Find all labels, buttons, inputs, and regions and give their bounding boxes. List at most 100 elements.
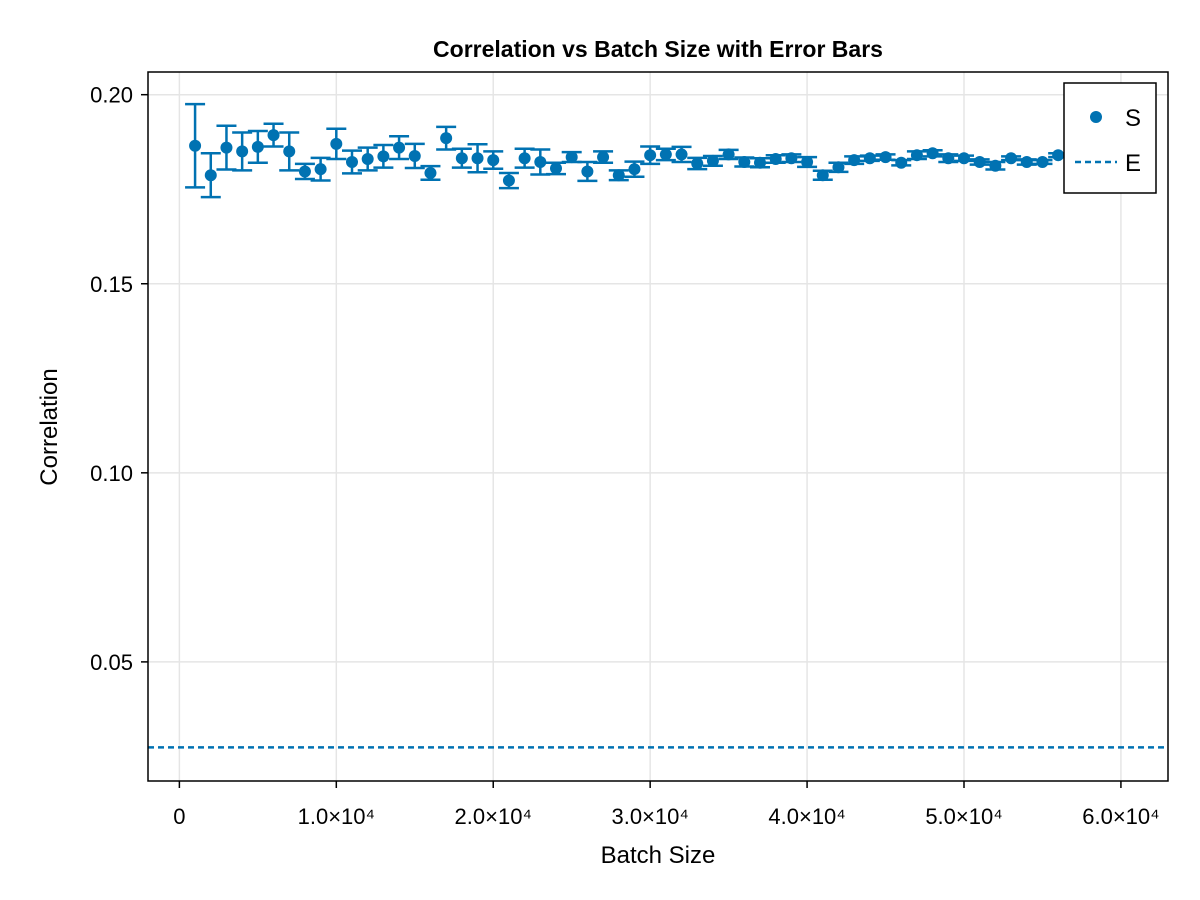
data-point bbox=[706, 154, 719, 167]
data-point bbox=[534, 155, 547, 168]
data-point-group bbox=[781, 152, 802, 165]
data-point bbox=[675, 148, 688, 161]
x-axis: 0 1.0×10⁴ 2.0×10⁴ 3.0×10⁴ 4.0×10⁴ 5.0×10⁴ 6.0×… bbox=[173, 781, 1160, 829]
data-point bbox=[408, 149, 421, 162]
data-point bbox=[910, 149, 923, 162]
data-point bbox=[659, 148, 672, 161]
data-point-group bbox=[514, 147, 535, 169]
data-point-group bbox=[954, 152, 974, 165]
data-point bbox=[236, 145, 249, 158]
legend-label-s: S bbox=[1125, 105, 1141, 132]
data-point-group bbox=[671, 145, 692, 164]
data-point-group bbox=[1032, 155, 1053, 168]
data-point-group bbox=[357, 146, 378, 172]
data-point bbox=[989, 159, 1002, 172]
data-point-group bbox=[561, 150, 582, 164]
data-point bbox=[361, 152, 374, 165]
data-point-group bbox=[436, 125, 457, 151]
data-point bbox=[283, 145, 296, 158]
data-point bbox=[754, 156, 766, 169]
data-point bbox=[487, 154, 500, 167]
data-point-group bbox=[844, 154, 865, 167]
data-point bbox=[691, 157, 704, 170]
data-point bbox=[440, 132, 453, 145]
data-point-group bbox=[828, 161, 849, 174]
y-tick-label: 0.20 bbox=[90, 83, 133, 108]
data-point bbox=[189, 139, 202, 152]
data-point bbox=[958, 152, 970, 165]
data-point-group bbox=[498, 171, 519, 190]
data-point-group bbox=[467, 142, 488, 174]
data-point bbox=[801, 155, 814, 168]
data-point-group bbox=[279, 131, 300, 172]
data-point-group bbox=[326, 127, 347, 161]
data-point bbox=[895, 156, 908, 169]
data-point bbox=[769, 152, 782, 165]
data-point-group bbox=[263, 122, 284, 148]
data-point bbox=[816, 169, 829, 182]
grid bbox=[148, 72, 1168, 781]
data-point bbox=[220, 141, 233, 154]
y-axis-label: Correlation bbox=[36, 368, 63, 485]
data-point-group bbox=[859, 152, 880, 165]
data-point-group bbox=[750, 156, 770, 169]
data-point bbox=[502, 174, 515, 187]
data-point bbox=[455, 152, 468, 165]
data-point bbox=[550, 162, 562, 175]
data-point-group bbox=[608, 169, 629, 182]
data-point bbox=[518, 152, 531, 165]
data-point bbox=[597, 151, 610, 164]
data-point bbox=[628, 163, 641, 176]
x-tick-label: 5.0×10⁴ bbox=[925, 804, 1002, 829]
data-point bbox=[926, 147, 939, 160]
data-point-group bbox=[200, 152, 221, 199]
x-tick-label: 4.0×10⁴ bbox=[768, 804, 845, 829]
x-tick-label: 0 bbox=[173, 804, 185, 829]
data-point bbox=[204, 169, 217, 182]
data-point bbox=[863, 152, 876, 165]
data-point-group bbox=[687, 156, 708, 171]
data-point-group bbox=[655, 147, 676, 162]
y-tick-label: 0.15 bbox=[90, 272, 133, 297]
data-point bbox=[393, 141, 406, 154]
data-point-group bbox=[593, 150, 614, 165]
data-point bbox=[377, 150, 390, 163]
data-point bbox=[942, 152, 955, 165]
x-tick-label: 1.0×10⁴ bbox=[298, 804, 375, 829]
data-point-group bbox=[624, 160, 645, 178]
data-point-group bbox=[342, 149, 362, 175]
plot-content bbox=[148, 102, 1168, 749]
data-point-group bbox=[985, 159, 1006, 172]
y-tick-label: 0.05 bbox=[90, 650, 133, 675]
data-point-group bbox=[247, 129, 268, 165]
data-point bbox=[644, 149, 657, 162]
data-point-group bbox=[969, 155, 990, 168]
data-point bbox=[973, 155, 986, 168]
legend-box bbox=[1063, 82, 1157, 194]
legend-marker-s bbox=[1090, 111, 1102, 123]
x-tick-label: 3.0×10⁴ bbox=[611, 804, 688, 829]
data-point bbox=[565, 151, 578, 164]
data-point bbox=[785, 152, 798, 165]
data-point-group bbox=[640, 145, 661, 166]
data-point-group bbox=[718, 148, 739, 161]
data-point bbox=[1005, 152, 1018, 165]
x-axis-label: Batch Size bbox=[601, 842, 716, 869]
data-point bbox=[581, 165, 594, 178]
data-point-group bbox=[185, 102, 206, 189]
data-point bbox=[330, 137, 343, 150]
data-point-group bbox=[232, 131, 253, 172]
data-point bbox=[1036, 155, 1049, 168]
data-point bbox=[879, 151, 892, 164]
data-point bbox=[738, 155, 751, 168]
x-tick-label: 6.0×10⁴ bbox=[1082, 804, 1159, 829]
data-point-group bbox=[373, 143, 394, 169]
data-point-group bbox=[404, 142, 425, 170]
legend-label-e: E bbox=[1125, 150, 1141, 177]
data-point-group bbox=[702, 154, 723, 168]
plot-frame bbox=[147, 71, 1169, 782]
data-point bbox=[612, 169, 625, 182]
data-point bbox=[722, 148, 735, 161]
